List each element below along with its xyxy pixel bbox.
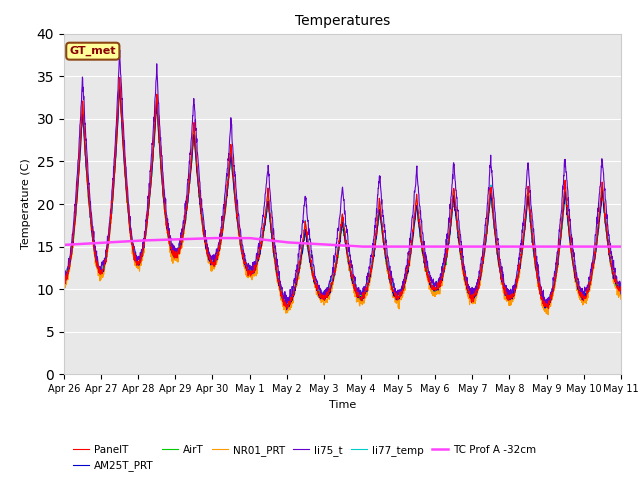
li77_temp [60, 274, 68, 280]
Line: TC Prof A -32cm: TC Prof A -32cm [64, 238, 621, 247]
Line: PanelT: PanelT [64, 77, 621, 309]
AM25T_PRT [602, 220, 609, 226]
li77_temp [88, 228, 96, 234]
NR01_PRT [60, 282, 68, 288]
AirT [332, 264, 339, 270]
li75_t [88, 227, 96, 233]
li77_temp [331, 263, 339, 268]
NR01_PRT [116, 79, 124, 85]
PanelT [316, 291, 324, 297]
li77_temp [601, 210, 609, 216]
li75_t [617, 291, 625, 297]
AM25T_PRT [332, 265, 339, 271]
PanelT [499, 281, 506, 287]
NR01_PRT [88, 234, 96, 240]
AirT [116, 83, 124, 89]
AM25T_PRT [499, 282, 507, 288]
PanelT [88, 231, 96, 237]
AirT [317, 291, 324, 297]
AM25T_PRT [317, 295, 324, 300]
Title: Temperatures: Temperatures [295, 14, 390, 28]
NR01_PRT [331, 267, 339, 273]
PanelT [331, 269, 339, 275]
li75_t [283, 307, 291, 312]
AirT [602, 220, 609, 226]
AM25T_PRT [601, 216, 609, 222]
Line: li77_temp: li77_temp [64, 77, 621, 305]
PanelT [116, 74, 124, 80]
AirT [88, 233, 96, 239]
AM25T_PRT [617, 285, 625, 291]
X-axis label: Time: Time [329, 400, 356, 409]
NR01_PRT [544, 312, 552, 318]
Text: GT_met: GT_met [70, 46, 116, 56]
Legend: PanelT, AM25T_PRT, AirT, NR01_PRT, li75_t, li77_temp, TC Prof A -32cm: PanelT, AM25T_PRT, AirT, NR01_PRT, li75_… [69, 441, 540, 475]
Line: AM25T_PRT: AM25T_PRT [64, 87, 621, 309]
PanelT [602, 211, 609, 217]
NR01_PRT [499, 286, 506, 291]
li75_t [601, 186, 609, 192]
TC Prof A -32cm [602, 244, 609, 250]
AM25T_PRT [116, 84, 124, 90]
TC Prof A -32cm [617, 244, 625, 250]
AirT [60, 275, 68, 280]
Line: li75_t: li75_t [64, 50, 621, 310]
li75_t [602, 196, 609, 202]
AM25T_PRT [88, 235, 96, 240]
TC Prof A -32cm [60, 242, 68, 248]
TC Prof A -32cm [316, 241, 324, 247]
PanelT [60, 275, 68, 281]
NR01_PRT [617, 296, 625, 302]
li77_temp [602, 212, 609, 217]
Line: AirT: AirT [64, 86, 621, 309]
TC Prof A -32cm [88, 240, 96, 246]
AirT [601, 216, 609, 222]
li77_temp [316, 288, 324, 293]
li75_t [116, 47, 124, 53]
NR01_PRT [316, 297, 324, 303]
TC Prof A -32cm [357, 244, 365, 250]
NR01_PRT [601, 211, 609, 217]
AM25T_PRT [60, 278, 68, 284]
TC Prof A -32cm [499, 244, 507, 250]
TC Prof A -32cm [209, 235, 216, 241]
li77_temp [617, 281, 625, 287]
li75_t [332, 251, 339, 256]
li77_temp [499, 276, 506, 281]
AirT [499, 283, 507, 288]
TC Prof A -32cm [601, 244, 609, 250]
AirT [282, 306, 290, 312]
AirT [617, 286, 625, 292]
Line: NR01_PRT: NR01_PRT [64, 82, 621, 315]
li77_temp [543, 302, 551, 308]
PanelT [545, 306, 552, 312]
TC Prof A -32cm [331, 242, 339, 248]
li75_t [60, 273, 68, 278]
li77_temp [116, 74, 124, 80]
Y-axis label: Temperature (C): Temperature (C) [21, 158, 31, 250]
AM25T_PRT [284, 306, 291, 312]
PanelT [617, 284, 625, 290]
NR01_PRT [602, 220, 609, 226]
li75_t [499, 279, 507, 285]
PanelT [601, 214, 609, 219]
li75_t [317, 291, 324, 297]
